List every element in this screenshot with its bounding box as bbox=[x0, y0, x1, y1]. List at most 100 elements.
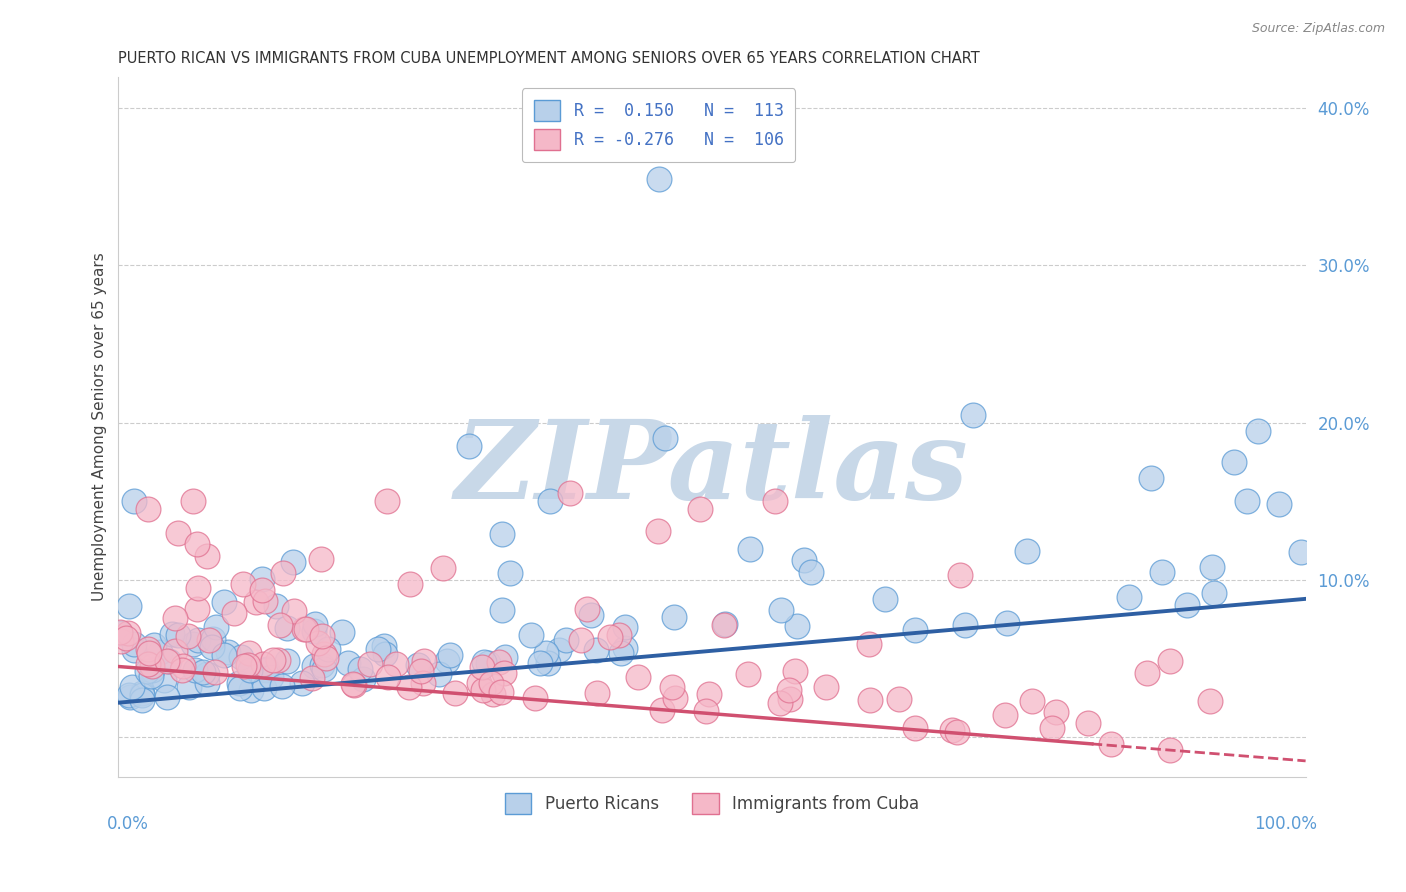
Point bbox=[160, 626, 183, 640]
Point bbox=[529, 656, 551, 670]
Point bbox=[769, 696, 792, 710]
Point bbox=[197, 549, 219, 564]
Text: Source: ZipAtlas.com: Source: ZipAtlas.com bbox=[1251, 22, 1385, 36]
Point bbox=[118, 599, 141, 613]
Point bbox=[239, 682, 262, 697]
Point bbox=[1150, 565, 1173, 579]
Point bbox=[738, 541, 761, 556]
Text: 100.0%: 100.0% bbox=[1254, 815, 1317, 833]
Point bbox=[177, 680, 200, 694]
Point bbox=[269, 618, 291, 632]
Point bbox=[312, 647, 335, 661]
Point bbox=[585, 643, 607, 657]
Point bbox=[1268, 497, 1291, 511]
Point bbox=[238, 646, 260, 660]
Point bbox=[537, 656, 560, 670]
Point bbox=[148, 645, 170, 659]
Point bbox=[292, 623, 315, 637]
Point bbox=[491, 603, 513, 617]
Point bbox=[524, 691, 547, 706]
Point bbox=[626, 670, 648, 684]
Point bbox=[253, 593, 276, 607]
Point bbox=[181, 494, 204, 508]
Point bbox=[315, 650, 337, 665]
Point bbox=[714, 616, 737, 631]
Point bbox=[186, 581, 208, 595]
Point bbox=[374, 647, 396, 661]
Point bbox=[302, 659, 325, 673]
Point bbox=[1140, 471, 1163, 485]
Point bbox=[131, 692, 153, 706]
Point bbox=[252, 582, 274, 597]
Point bbox=[651, 703, 673, 717]
Point bbox=[962, 408, 984, 422]
Point bbox=[904, 623, 927, 637]
Point bbox=[1159, 743, 1181, 757]
Point bbox=[770, 603, 793, 617]
Point bbox=[904, 722, 927, 736]
Point bbox=[267, 653, 290, 667]
Point bbox=[212, 594, 235, 608]
Point bbox=[607, 628, 630, 642]
Point bbox=[494, 650, 516, 665]
Point bbox=[1021, 694, 1043, 708]
Point bbox=[262, 653, 284, 667]
Point bbox=[122, 637, 145, 651]
Point bbox=[311, 658, 333, 673]
Point bbox=[491, 526, 513, 541]
Point bbox=[427, 667, 450, 681]
Point bbox=[367, 641, 389, 656]
Point bbox=[228, 681, 250, 696]
Point bbox=[283, 604, 305, 618]
Point bbox=[1118, 591, 1140, 605]
Point bbox=[995, 615, 1018, 630]
Point bbox=[953, 618, 976, 632]
Point bbox=[204, 665, 226, 680]
Point bbox=[141, 658, 163, 673]
Point bbox=[575, 602, 598, 616]
Point bbox=[312, 662, 335, 676]
Point bbox=[138, 646, 160, 660]
Point bbox=[283, 555, 305, 569]
Point bbox=[548, 643, 571, 657]
Point bbox=[1201, 560, 1223, 574]
Point bbox=[520, 628, 543, 642]
Point bbox=[779, 691, 801, 706]
Point bbox=[122, 494, 145, 508]
Point bbox=[212, 648, 235, 663]
Point bbox=[276, 654, 298, 668]
Point bbox=[195, 667, 218, 681]
Point bbox=[689, 502, 711, 516]
Point bbox=[765, 494, 787, 508]
Point bbox=[318, 642, 340, 657]
Point bbox=[121, 680, 143, 694]
Point bbox=[336, 657, 359, 671]
Point bbox=[439, 648, 461, 662]
Point bbox=[384, 657, 406, 671]
Point bbox=[1015, 543, 1038, 558]
Point bbox=[1099, 737, 1122, 751]
Point bbox=[946, 724, 969, 739]
Point bbox=[197, 675, 219, 690]
Point bbox=[117, 626, 139, 640]
Point bbox=[472, 655, 495, 669]
Point bbox=[264, 599, 287, 613]
Point bbox=[471, 683, 494, 698]
Point bbox=[136, 657, 159, 672]
Point bbox=[614, 641, 637, 656]
Point bbox=[398, 681, 420, 695]
Point bbox=[233, 659, 256, 673]
Point bbox=[875, 592, 897, 607]
Point bbox=[412, 675, 434, 690]
Point bbox=[488, 655, 510, 669]
Point bbox=[499, 566, 522, 581]
Point bbox=[482, 687, 505, 701]
Point bbox=[436, 654, 458, 668]
Point bbox=[1202, 586, 1225, 600]
Point bbox=[118, 688, 141, 702]
Point bbox=[250, 572, 273, 586]
Point bbox=[136, 502, 159, 516]
Point bbox=[156, 654, 179, 668]
Point bbox=[143, 638, 166, 652]
Point bbox=[614, 619, 637, 633]
